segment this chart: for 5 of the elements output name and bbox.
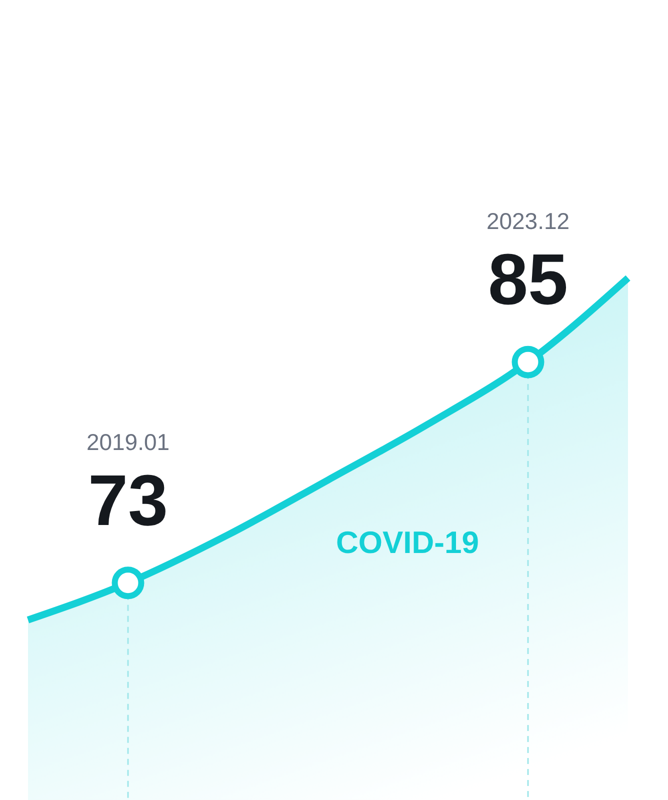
annotation: COVID-19 xyxy=(336,525,479,560)
text: 85 xyxy=(488,240,568,320)
x-tick-label: 2019.01 xyxy=(86,428,170,455)
text: 73 xyxy=(88,460,168,541)
x-tick-label: 2023.12 xyxy=(486,208,570,234)
